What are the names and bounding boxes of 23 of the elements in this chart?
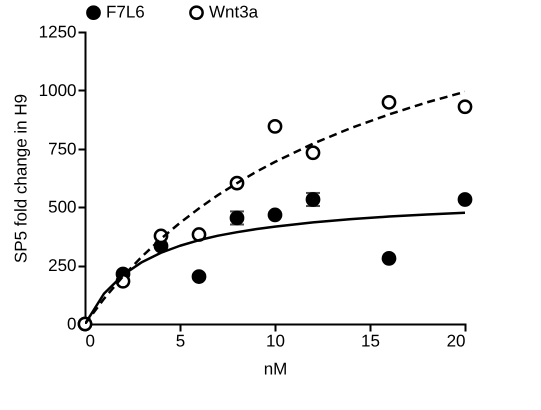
point xyxy=(268,119,282,134)
legend-label: F7L6 xyxy=(106,2,145,22)
point xyxy=(458,99,472,114)
x-tick-label: 10 xyxy=(266,332,285,350)
y-tick-label: 250 xyxy=(48,256,76,276)
y-axis-title: SP5 fold change in H9 xyxy=(12,94,31,264)
x-tick-label: 15 xyxy=(361,332,380,350)
point xyxy=(192,269,206,284)
y-tick-label: 750 xyxy=(48,139,76,158)
y-tick-label: 0 xyxy=(67,314,76,334)
y-tick-label: 500 xyxy=(48,198,76,217)
x-tick-label: 0 xyxy=(86,332,95,350)
x-tick-label: 20 xyxy=(446,332,466,350)
point xyxy=(458,192,472,207)
legend-label: Wnt3a xyxy=(209,2,259,22)
point xyxy=(306,145,320,160)
point xyxy=(268,208,282,222)
y-tick-label: 1000 xyxy=(38,80,76,100)
x-axis-title: nM xyxy=(264,360,288,378)
point xyxy=(382,94,396,110)
y-tick-label: 1250 xyxy=(38,22,76,42)
point xyxy=(382,250,396,266)
x-tick-label: 5 xyxy=(176,332,186,350)
